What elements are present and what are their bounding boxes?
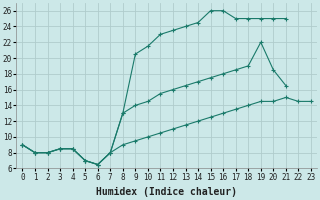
X-axis label: Humidex (Indice chaleur): Humidex (Indice chaleur)	[96, 187, 237, 197]
